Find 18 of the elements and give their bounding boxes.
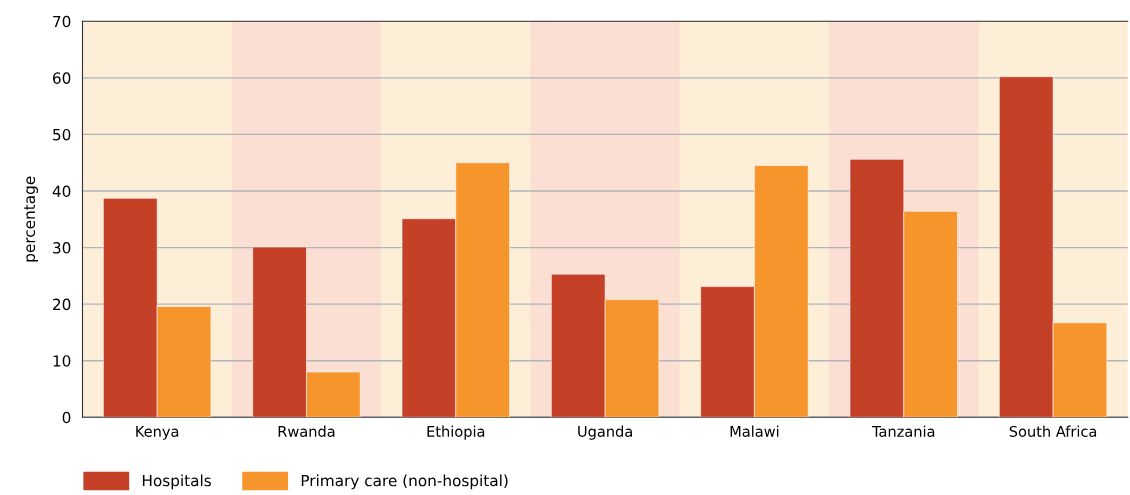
x-tick-label: Ethiopia bbox=[427, 425, 485, 440]
y-tick-label: 10 bbox=[53, 355, 71, 367]
y-tick-label: 20 bbox=[53, 298, 71, 311]
y-tick-label: 30 bbox=[53, 242, 71, 254]
x-tick-label: Uganda bbox=[578, 425, 632, 440]
legend-label: Primary care (non-hospital) bbox=[301, 474, 508, 490]
x-tick-label: South Africa bbox=[1009, 425, 1097, 437]
x-tick-label: Malawi bbox=[730, 425, 779, 437]
x-tick-label: Tanzania bbox=[871, 425, 935, 437]
y-tick-label: 50 bbox=[53, 128, 71, 141]
y-tick-label: 60 bbox=[53, 72, 71, 84]
y-tick-label: 70 bbox=[53, 15, 71, 28]
x-tick-label: Rwanda bbox=[278, 425, 335, 437]
y-tick-label: 40 bbox=[52, 185, 71, 198]
y-tick-label: 0 bbox=[62, 411, 71, 424]
y-axis-title: percentage bbox=[24, 176, 39, 262]
legend-label: Hospitals bbox=[142, 474, 211, 490]
x-tick-label: Kenya bbox=[136, 426, 179, 440]
